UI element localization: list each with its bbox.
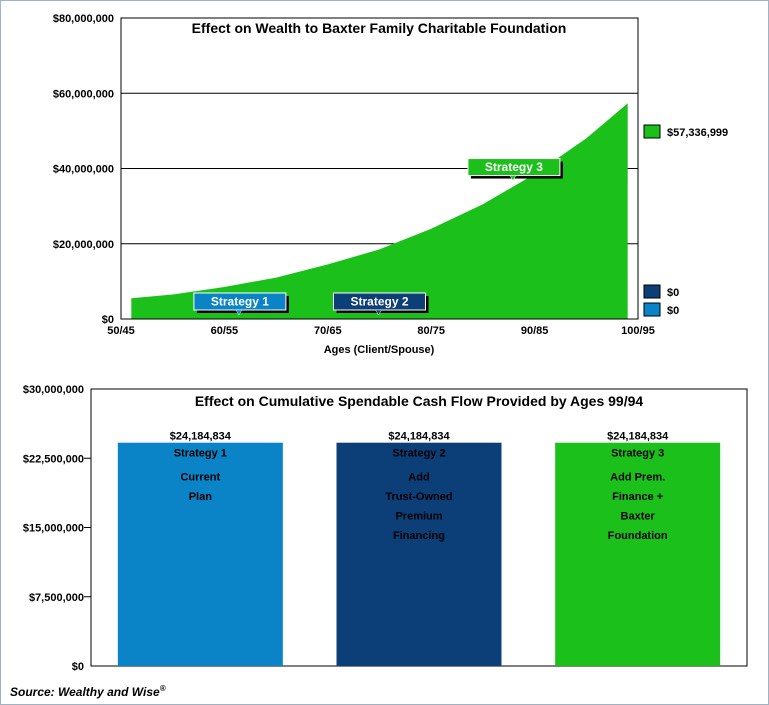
- cashflow-bar-description: Finance +: [612, 491, 663, 503]
- registered-mark: ®: [159, 684, 166, 693]
- callout-pointer: [235, 309, 243, 316]
- callout-label: Strategy 2: [350, 295, 408, 309]
- wealth-x-axis-label: Ages (Client/Spouse): [324, 344, 435, 356]
- wealth-y-tick-label: $0: [102, 314, 114, 326]
- wealth-legend: $57,336,999 $0 $0: [643, 124, 728, 317]
- cashflow-bar-description: Foundation: [608, 530, 668, 542]
- source-text: Source: Wealthy and Wise: [10, 685, 160, 699]
- wealth-area-series: [131, 103, 628, 319]
- wealth-plot-border: [120, 17, 639, 320]
- legend-label: $57,336,999: [667, 127, 728, 139]
- cashflow-bar: [117, 442, 283, 666]
- cashflow-y-tick-label: $7,500,000: [29, 592, 84, 604]
- cashflow-bar-group: $24,184,834 Strategy 3 Add Prem. Finance + B…: [555, 431, 721, 666]
- callout-pointer: [509, 175, 517, 182]
- legend-entry: $57,336,999: [643, 124, 728, 139]
- wealth-x-tick-label: 100/95: [621, 325, 655, 337]
- legend-label: $0: [667, 305, 679, 317]
- legend-entry: $0: [643, 302, 679, 317]
- cashflow-bar-group: $24,184,834 Strategy 2 Add Trust-Owned Premi…: [336, 431, 502, 666]
- wealth-chart-title: Effect on Wealth to Baxter Family Charit…: [192, 20, 567, 36]
- cashflow-bar-group: $24,184,834 Strategy 1 Current Plan: [117, 431, 283, 666]
- cashflow-bar-description: Baxter: [621, 511, 656, 523]
- legend-entry: $0: [643, 284, 679, 299]
- cashflow-bar-category: Strategy 3: [611, 448, 664, 460]
- callout-label: Strategy 1: [211, 295, 269, 309]
- cashflow-y-tick-label: $0: [72, 661, 84, 673]
- callout-pointer: [375, 309, 382, 316]
- wealth-x-tick-label: 50/45: [107, 325, 135, 337]
- cashflow-chart-title: Effect on Cumulative Spendable Cash Flow…: [195, 393, 644, 409]
- cashflow-bar: [555, 442, 721, 666]
- wealth-y-tick-label: $60,000,000: [53, 88, 114, 100]
- strategy-callout: Strategy 2: [333, 292, 429, 316]
- cashflow-bar-category: Strategy 2: [392, 448, 445, 460]
- strategy-callout: Strategy 3: [467, 158, 563, 182]
- cashflow-bar-description: Plan: [189, 491, 213, 503]
- legend-swatch: [643, 302, 661, 317]
- source-note: Source: Wealthy and Wise®: [10, 684, 166, 699]
- cashflow-bar-description: Add Prem.: [610, 472, 665, 484]
- wealth-x-tick-label: 70/65: [314, 325, 342, 337]
- legend-swatch: [643, 284, 661, 299]
- wealth-y-tick-label: $20,000,000: [53, 239, 114, 251]
- cashflow-y-tick-label: $22,500,000: [23, 453, 84, 465]
- cashflow-bar: [336, 442, 502, 666]
- wealth-area-chart: Effect on Wealth to Baxter Family Charit…: [53, 13, 728, 356]
- legend-swatch: [643, 124, 661, 139]
- wealth-x-tick-label: 90/85: [521, 325, 549, 337]
- wealth-strategy-callouts: Strategy 1 Strategy 2 Strategy 3: [193, 158, 563, 316]
- cashflow-bar-category: Strategy 1: [174, 448, 227, 460]
- cashflow-bar-description: Financing: [393, 530, 445, 542]
- wealth-area-layer: [131, 103, 628, 319]
- cashflow-y-tick-labels: $0 $7,500,000 $15,000,000 $22,500,000 $30,00…: [23, 384, 91, 673]
- cashflow-bar-description: Add: [408, 472, 429, 484]
- cashflow-bar-chart: Effect on Cumulative Spendable Cash Flow…: [23, 384, 748, 673]
- cashflow-value-label: $24,184,834: [607, 431, 669, 443]
- wealth-x-tick-label: 60/55: [211, 325, 239, 337]
- cashflow-bar-description: Premium: [395, 511, 442, 523]
- cashflow-value-label: $24,184,834: [388, 431, 450, 443]
- wealth-y-tick-label: $80,000,000: [53, 13, 114, 25]
- legend-label: $0: [667, 287, 679, 299]
- wealth-x-tick-labels: 50/45 60/55 70/65 80/75 90/85 100/95: [107, 325, 655, 337]
- callout-label: Strategy 3: [485, 160, 543, 174]
- wealth-x-tick-label: 80/75: [417, 325, 445, 337]
- cashflow-bar-description: Trust-Owned: [385, 491, 452, 503]
- cashflow-y-tick-label: $15,000,000: [23, 523, 84, 535]
- cashflow-y-tick-label: $30,000,000: [23, 384, 84, 396]
- strategy-callout: Strategy 1: [193, 292, 289, 316]
- wealth-y-tick-label: $40,000,000: [53, 164, 114, 176]
- cashflow-value-label: $24,184,834: [170, 431, 232, 443]
- wealth-y-tick-labels: $0 $20,000,000 $40,000,000 $60,000,000 $80,0…: [53, 13, 114, 326]
- cashflow-bar-description: Current: [180, 472, 220, 484]
